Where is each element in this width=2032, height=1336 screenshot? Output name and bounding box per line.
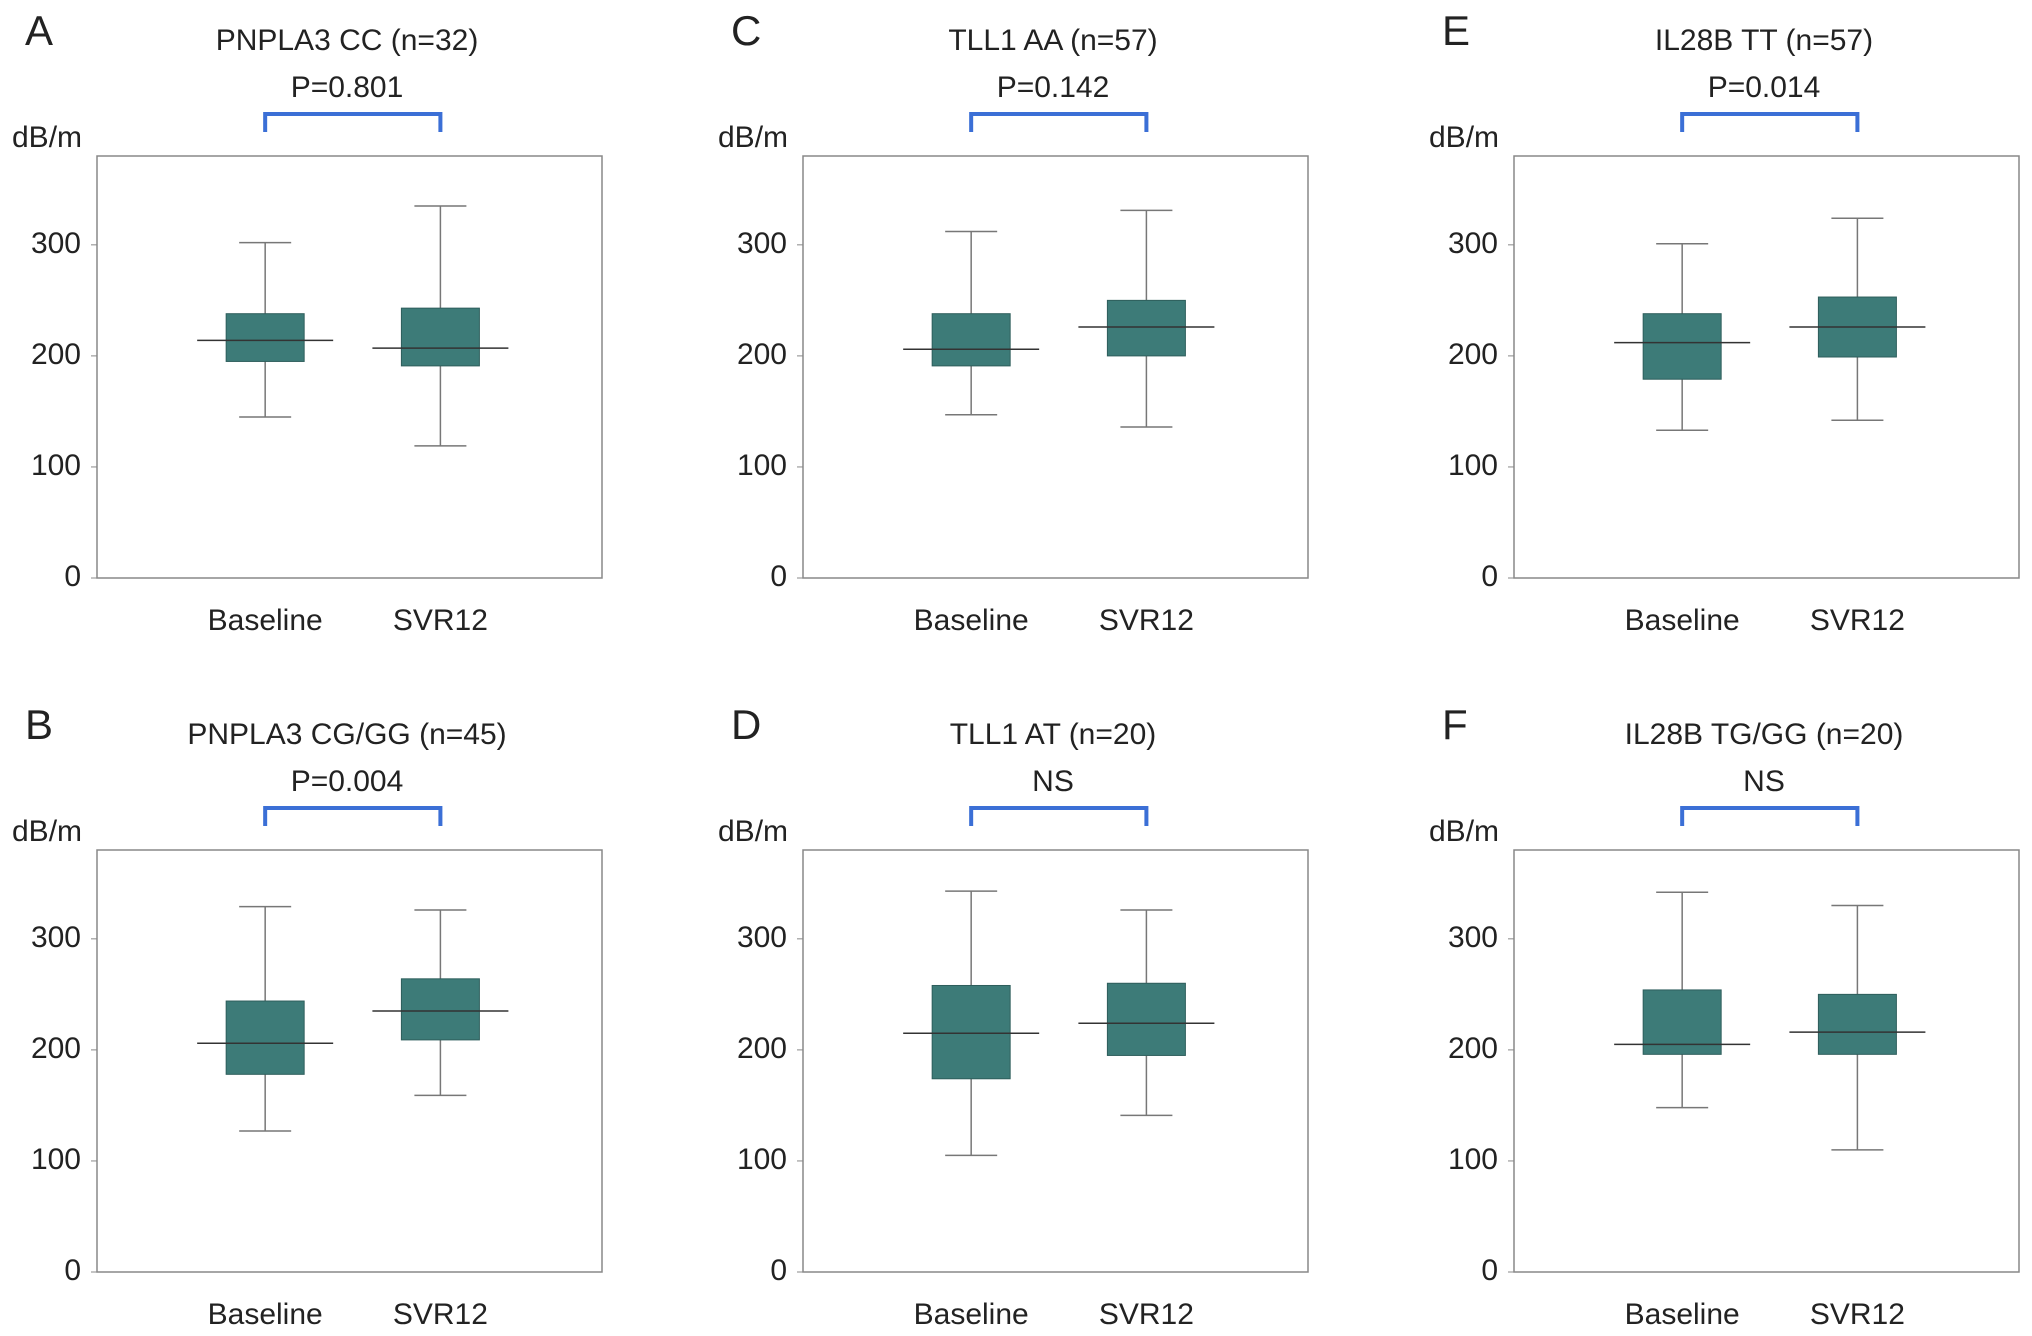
y-tick-label: 0 [64,1254,81,1287]
x-tick-label: SVR12 [1810,604,1905,637]
y-axis-label: dB/m [12,121,82,154]
y-tick-label: 300 [737,227,787,260]
box [1106,982,1186,1056]
y-tick-label: 0 [770,1254,787,1287]
x-tick-label: Baseline [914,1298,1029,1331]
y-tick-label: 0 [64,560,81,593]
y-tick-label: 200 [31,338,81,371]
box [1642,313,1722,380]
y-tick-label: 100 [737,1143,787,1176]
panel-letter: C [731,7,761,54]
panel-letter: F [1442,701,1468,748]
chart-title: IL28B TG/GG (n=20) [1625,718,1904,751]
panel-letter: E [1442,7,1470,54]
box [931,313,1011,367]
panel-letter: A [25,7,53,54]
y-axis-label: dB/m [1429,815,1499,848]
y-tick-label: 300 [31,227,81,260]
chart-title: TLL1 AT (n=20) [950,718,1157,751]
plot-frame [802,849,1309,1273]
y-tick-label: 0 [1481,560,1498,593]
y-tick-label: 100 [31,1143,81,1176]
chart-title: PNPLA3 CC (n=32) [216,24,479,57]
x-tick-label: Baseline [1625,604,1740,637]
box [931,984,1011,1080]
plot-frame [802,155,1309,579]
y-tick-label: 200 [1448,338,1498,371]
y-tick-label: 100 [737,449,787,482]
y-tick-label: 300 [31,921,81,954]
y-axis-label: dB/m [1429,121,1499,154]
y-tick-label: 0 [770,560,787,593]
annotation: P=0.801 [291,71,404,104]
bracket [1680,112,1860,132]
y-axis-label: dB/m [12,815,82,848]
y-tick-label: 300 [737,921,787,954]
y-tick-label: 100 [31,449,81,482]
y-axis-label: dB/m [718,815,788,848]
y-tick-label: 200 [31,1032,81,1065]
y-tick-label: 0 [1481,1254,1498,1287]
x-tick-label: SVR12 [393,604,488,637]
chart-title: PNPLA3 CG/GG (n=45) [187,718,506,751]
box [225,1000,305,1075]
annotation: NS [1743,765,1785,798]
annotation: NS [1032,765,1074,798]
box [225,313,305,362]
chart-title: TLL1 AA (n=57) [948,24,1157,57]
y-tick-label: 300 [1448,227,1498,260]
plot-frame [1513,849,2020,1273]
bracket [969,806,1149,826]
y-tick-label: 100 [1448,449,1498,482]
box [400,978,480,1041]
x-tick-label: SVR12 [1099,1298,1194,1331]
x-tick-label: SVR12 [1099,604,1194,637]
box [1817,993,1897,1055]
x-tick-label: SVR12 [1810,1298,1905,1331]
panel-letter: B [25,701,53,748]
x-tick-label: SVR12 [393,1298,488,1331]
y-tick-label: 200 [737,338,787,371]
y-axis-label: dB/m [718,121,788,154]
bracket [1680,806,1860,826]
box [1106,299,1186,357]
plot-frame [1513,155,2020,579]
bracket [969,112,1149,132]
bracket [263,806,443,826]
x-tick-label: Baseline [1625,1298,1740,1331]
y-tick-label: 300 [1448,921,1498,954]
y-tick-label: 200 [737,1032,787,1065]
x-tick-label: Baseline [208,604,323,637]
plot-frame [96,849,603,1273]
annotation: P=0.004 [291,765,404,798]
panel-letter: D [731,701,761,748]
x-tick-label: Baseline [208,1298,323,1331]
bracket [263,112,443,132]
plot-frame [96,155,603,579]
x-tick-label: Baseline [914,604,1029,637]
y-tick-label: 200 [1448,1032,1498,1065]
y-tick-label: 100 [1448,1143,1498,1176]
annotation: P=0.142 [997,71,1110,104]
chart-title: IL28B TT (n=57) [1655,24,1873,57]
box [400,307,480,367]
annotation: P=0.014 [1708,71,1821,104]
